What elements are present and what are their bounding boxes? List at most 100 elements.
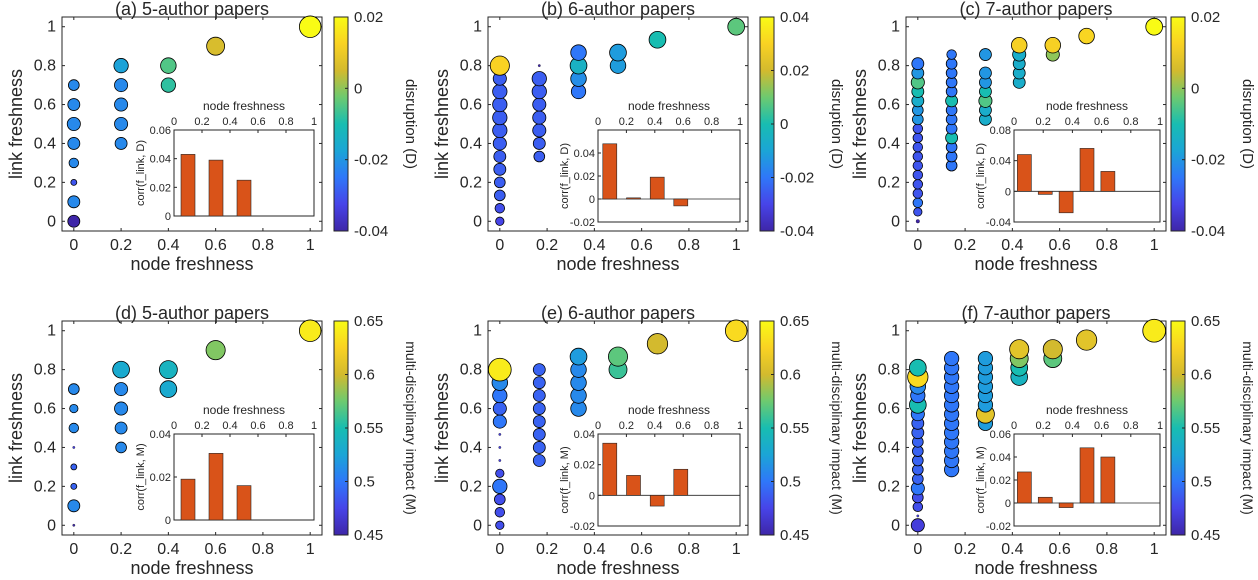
data-point (493, 162, 507, 176)
inset: 0 0.2 0.4 0.6 0.8 1 node freshness -0.04 0 0.04 0.… (975, 99, 1163, 229)
inset-x-tick-label: 0.4 (1065, 116, 1080, 128)
inset-x-tick-label: 0.2 (194, 116, 209, 128)
inset-y-tick-label: 0 (1005, 186, 1011, 198)
x-tick-label: 0.6 (631, 541, 653, 558)
colorbar-tick-label: 0.02 (354, 9, 383, 26)
y-tick-label: 0.2 (34, 478, 56, 495)
data-point (488, 357, 512, 382)
data-point (158, 360, 178, 380)
data-point (493, 150, 507, 163)
data-point (913, 207, 923, 217)
data-point (498, 433, 502, 436)
colorbar-tick-label: 0.5 (780, 474, 801, 491)
inset-x-tick-label: 0.4 (647, 420, 662, 432)
inset-bar (1017, 471, 1032, 504)
colorbar-tick-label: -0.04 (354, 223, 388, 240)
data-point (498, 459, 502, 462)
inset-x-tick-label: 0.2 (1036, 116, 1051, 128)
y-tick-label: 0.6 (460, 401, 482, 418)
x-tick-label: 0 (495, 541, 504, 558)
y-tick-label: 0.6 (34, 401, 56, 418)
x-tick-label: 0.8 (1096, 541, 1118, 558)
colorbar-tick-label: -0.02 (1191, 152, 1225, 169)
colorbar-tick-label: 0.45 (780, 527, 809, 544)
inset-y-tick-label: 0.02 (574, 171, 595, 183)
y-tick-label: 0.6 (460, 97, 482, 114)
colorbar-tick-label: -0.02 (354, 152, 388, 169)
inset-x-axis-label: node freshness (203, 99, 285, 113)
x-tick-label: 0.2 (110, 237, 132, 254)
data-point (495, 468, 505, 478)
colorbar-tick-label: 0 (780, 116, 788, 133)
x-axis-label: node freshness (556, 558, 679, 578)
colorbar-tick-label: -0.04 (1191, 223, 1225, 240)
inset-y-axis-label: corr(f_link, M) (135, 443, 147, 510)
data-point (114, 117, 129, 132)
data-point (946, 49, 957, 60)
y-tick-label: 0 (891, 213, 900, 230)
data-point (1142, 318, 1166, 343)
inset-x-tick-label: 0.8 (704, 420, 719, 432)
y-tick-label: 1 (473, 19, 482, 36)
data-point (910, 518, 925, 533)
data-point (912, 169, 924, 181)
data-point (724, 319, 748, 342)
data-point (977, 350, 994, 367)
inset-bar (626, 475, 641, 496)
inset-x-tick-label: 0.8 (278, 420, 293, 432)
data-point (537, 64, 541, 67)
data-point (1075, 329, 1098, 351)
inset-box (597, 433, 741, 527)
inset: 0 0.2 0.4 0.6 0.8 1 node freshness 0 0.02 0.04 0.0… (135, 99, 317, 223)
colorbar-tick-label: 0 (1191, 80, 1199, 97)
colorbar-tick-label: 0.55 (780, 420, 809, 437)
colorbar-tick-label: 0.02 (780, 63, 809, 80)
data-point (944, 350, 960, 367)
data-point (206, 36, 226, 56)
colorbar-label: multi-disciplinary impact (M) (403, 341, 419, 514)
y-tick-label: 0.8 (34, 362, 56, 379)
data-point (492, 401, 507, 416)
inset: 0 0.2 0.4 0.6 0.8 1 node freshness 0 0.02 0.04cor… (135, 403, 317, 527)
inset-y-tick-label: 0.04 (574, 148, 595, 160)
inset-y-tick-label: 0.04 (150, 154, 171, 166)
inset-y-tick-label: -0.02 (570, 521, 595, 533)
data-point (68, 383, 80, 395)
data-point (1042, 339, 1063, 360)
y-tick-label: 0.4 (878, 135, 900, 152)
data-point (1078, 27, 1095, 45)
inset-x-axis-label: node freshness (1046, 403, 1128, 417)
data-point (531, 83, 547, 100)
inset-x-tick-label: 0.8 (278, 116, 293, 128)
data-point (114, 78, 129, 93)
inset-bar (1058, 191, 1074, 214)
data-point (531, 71, 547, 87)
x-tick-label: 0.2 (954, 541, 976, 558)
colorbar-tick-label: 0.55 (1191, 420, 1220, 437)
colorbar-tick-label: 0.5 (1191, 474, 1212, 491)
inset-x-tick-label: 1 (1157, 116, 1163, 128)
x-tick-label: 1 (1150, 541, 1159, 558)
data-point (1009, 339, 1030, 360)
data-point (532, 97, 547, 112)
inset-bar (208, 453, 224, 521)
data-point (979, 48, 992, 61)
data-point (68, 157, 80, 169)
x-tick-label: 0.8 (252, 237, 274, 254)
inset-box (597, 129, 741, 223)
inset-bar (1058, 502, 1074, 508)
data-point (114, 382, 129, 397)
data-point (915, 219, 920, 224)
inset: 0 0.2 0.4 0.6 0.8 1 node freshness -0.02 0 0.02 0.… (559, 99, 743, 229)
inset-x-tick-label: 0 (1011, 420, 1017, 432)
colorbar-tick-label: 0.45 (1191, 527, 1220, 544)
panel-1: 0 0.2 0.4 0.6 0.8 1 0 0.2 0.4 0.6 0.8 1 (b) 6-author… (432, 0, 845, 274)
inset-x-tick-label: 0.6 (1094, 420, 1109, 432)
colorbar (333, 16, 349, 232)
colorbar-label: disruption (D) (828, 79, 845, 169)
data-point (114, 137, 128, 150)
data-point (533, 150, 546, 163)
x-axis-label: node freshness (556, 254, 679, 274)
panel-title: (d) 5-author papers (115, 303, 269, 323)
y-tick-label: 0 (473, 517, 482, 534)
